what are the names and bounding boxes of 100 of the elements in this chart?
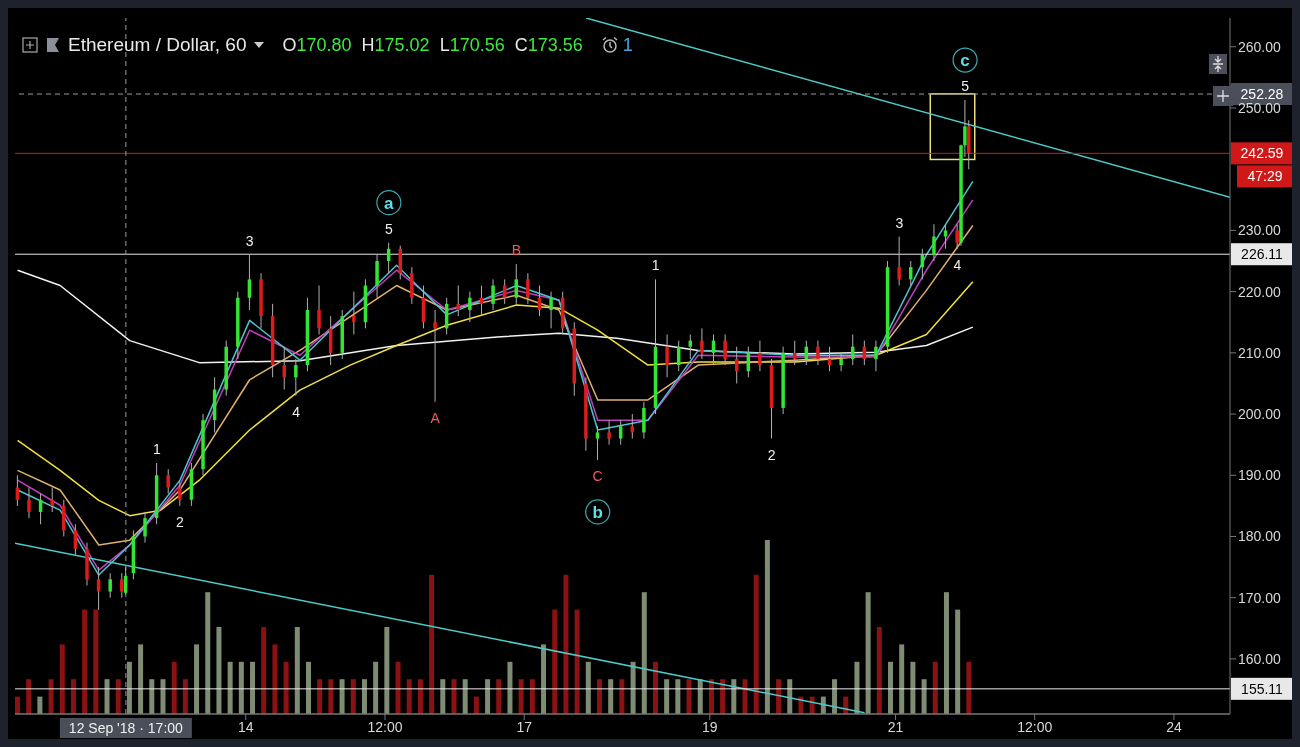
annotation: B <box>511 242 522 259</box>
bar <box>250 661 256 714</box>
bar <box>149 679 155 714</box>
bar <box>283 661 289 714</box>
ref-line-label: 226.11 <box>1241 246 1284 263</box>
y-tick-label: 180.00 <box>1238 528 1282 545</box>
bar <box>955 609 961 714</box>
bar <box>742 679 748 714</box>
y-tick-label: 170.00 <box>1238 589 1282 606</box>
bar <box>764 540 770 714</box>
bar <box>138 644 144 714</box>
bar <box>496 679 502 714</box>
candlestick <box>294 358 298 397</box>
annotation: A <box>430 409 441 426</box>
candlestick <box>27 487 31 519</box>
bar <box>787 679 793 714</box>
candlestick <box>723 333 727 366</box>
bar <box>440 679 446 714</box>
candlestick <box>943 223 948 250</box>
bar <box>451 679 457 714</box>
line-series <box>16 281 974 517</box>
bar <box>160 679 166 714</box>
bar <box>171 661 177 714</box>
bar <box>82 609 88 714</box>
bar <box>608 679 614 714</box>
y-tick-label: 200.00 <box>1238 406 1282 423</box>
candlestick <box>955 223 959 250</box>
bar <box>563 574 569 714</box>
bar <box>305 661 311 714</box>
x-tick-label: 12:00 <box>367 718 403 735</box>
candlestick <box>839 352 843 372</box>
candlestick <box>50 487 54 513</box>
x-tick-label: 19 <box>702 718 718 735</box>
annotation: 4 <box>953 256 962 273</box>
annotation: 1 <box>651 257 660 274</box>
bar <box>429 574 435 714</box>
candlestick <box>595 425 600 461</box>
bar <box>686 679 692 714</box>
y-tick-label: 210.00 <box>1238 344 1282 361</box>
annotation: 5 <box>384 220 393 237</box>
bar <box>932 661 938 714</box>
bar <box>921 679 927 714</box>
bar <box>216 627 222 714</box>
bar <box>227 661 233 714</box>
candlestick <box>526 272 530 305</box>
candlestick <box>491 278 495 311</box>
x-tick-label: 14 <box>237 718 254 735</box>
candlestick <box>352 291 356 335</box>
bar <box>238 661 244 714</box>
bar <box>619 679 625 714</box>
annotation: 1 <box>152 441 161 458</box>
annotation: 3 <box>895 214 904 231</box>
x-tick-label: 21 <box>887 718 904 735</box>
bar <box>865 592 871 714</box>
candlestick <box>897 236 901 286</box>
candlestick <box>108 572 112 599</box>
annotation: c <box>960 51 970 71</box>
ref-line-label: 242.59 <box>1240 145 1284 162</box>
bar <box>597 679 602 714</box>
candlestick <box>178 480 182 507</box>
bar <box>205 592 211 714</box>
bar <box>115 679 121 714</box>
annotation: 3 <box>245 232 254 249</box>
bar <box>59 644 65 714</box>
y-tick-label: 260.00 <box>1238 38 1282 55</box>
candlestick <box>700 327 704 360</box>
bar <box>585 661 591 714</box>
ref-line-label: 155.11 <box>1241 680 1284 697</box>
annotation: a <box>384 193 395 213</box>
text: Ethereum / Dollar, 60 <box>68 34 247 56</box>
bar <box>552 609 558 714</box>
bar <box>832 679 838 714</box>
bar <box>876 627 882 714</box>
bar <box>899 644 905 714</box>
candlestick <box>120 572 124 599</box>
annotation: 4 <box>292 403 301 420</box>
bar <box>910 661 916 714</box>
bar <box>37 696 43 714</box>
line-series <box>16 269 974 364</box>
annotation: 2 <box>767 446 776 463</box>
bar <box>317 679 323 714</box>
bar <box>417 679 423 714</box>
y-tick-label: 220.00 <box>1238 283 1282 300</box>
candlestick <box>874 340 878 372</box>
bar <box>261 627 267 714</box>
text: O170.80 H175.02 L170.56 C173.56 <box>282 34 583 55</box>
bar <box>854 661 860 714</box>
y-tick-label: 160.00 <box>1238 650 1282 667</box>
bar <box>675 679 681 714</box>
annotation: 1 <box>622 34 633 56</box>
candlestick <box>96 566 101 611</box>
bar <box>350 679 356 714</box>
candlestick <box>433 309 437 403</box>
annotation: b <box>592 502 603 522</box>
bar <box>93 609 99 714</box>
bar <box>518 679 524 714</box>
bar <box>697 679 703 714</box>
bar <box>641 592 647 714</box>
bar <box>182 679 188 714</box>
bar <box>339 679 345 714</box>
